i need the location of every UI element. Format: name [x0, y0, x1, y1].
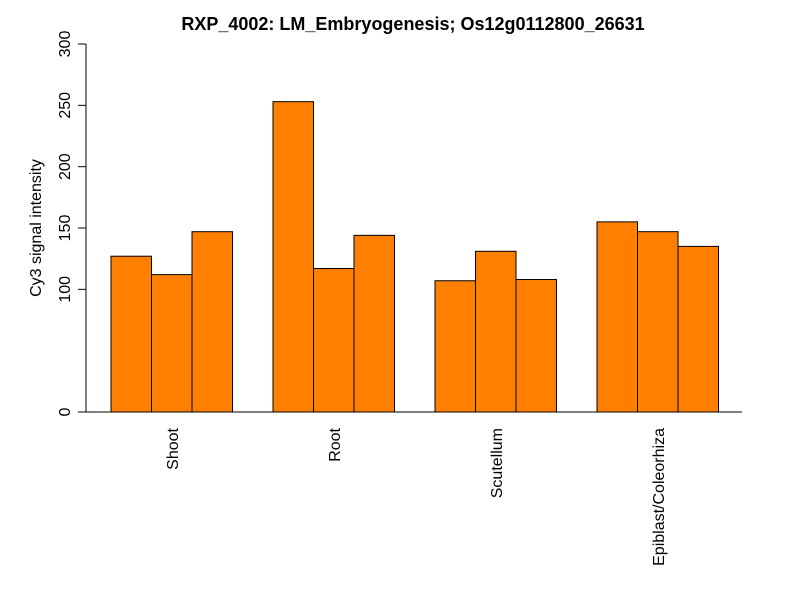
bar [677, 245, 719, 413]
bars [110, 101, 719, 413]
bar [151, 274, 193, 413]
bar [637, 231, 679, 413]
y-tick-label: 0 [57, 407, 74, 416]
y-ticks: 0 100 150 200 250 300 [57, 31, 86, 416]
chart-title: RXP_4002: LM_Embryogenesis; Os12g0112800… [181, 14, 644, 34]
bar [353, 234, 395, 413]
bar [475, 250, 517, 413]
bar [272, 101, 314, 413]
category-label: Shoot [165, 427, 182, 469]
y-tick-label: 150 [57, 215, 74, 242]
category-label: Epiblast/Coleorhiza [651, 428, 668, 566]
y-axis-label: Cy3 signal intensity [28, 159, 45, 297]
bar [191, 231, 233, 413]
bar [596, 221, 638, 413]
bar [313, 267, 355, 413]
category-label: Scutellum [489, 428, 506, 498]
y-tick-label: 250 [57, 92, 74, 119]
bar [110, 255, 152, 413]
bar [434, 280, 476, 413]
category-labels: Shoot Root Scutellum Epiblast/Coleorhiza [165, 427, 668, 565]
y-tick-label: 300 [57, 31, 74, 58]
y-tick-label: 200 [57, 153, 74, 180]
y-tick-label: 100 [57, 276, 74, 303]
category-label: Root [327, 427, 344, 461]
bar [515, 279, 557, 413]
